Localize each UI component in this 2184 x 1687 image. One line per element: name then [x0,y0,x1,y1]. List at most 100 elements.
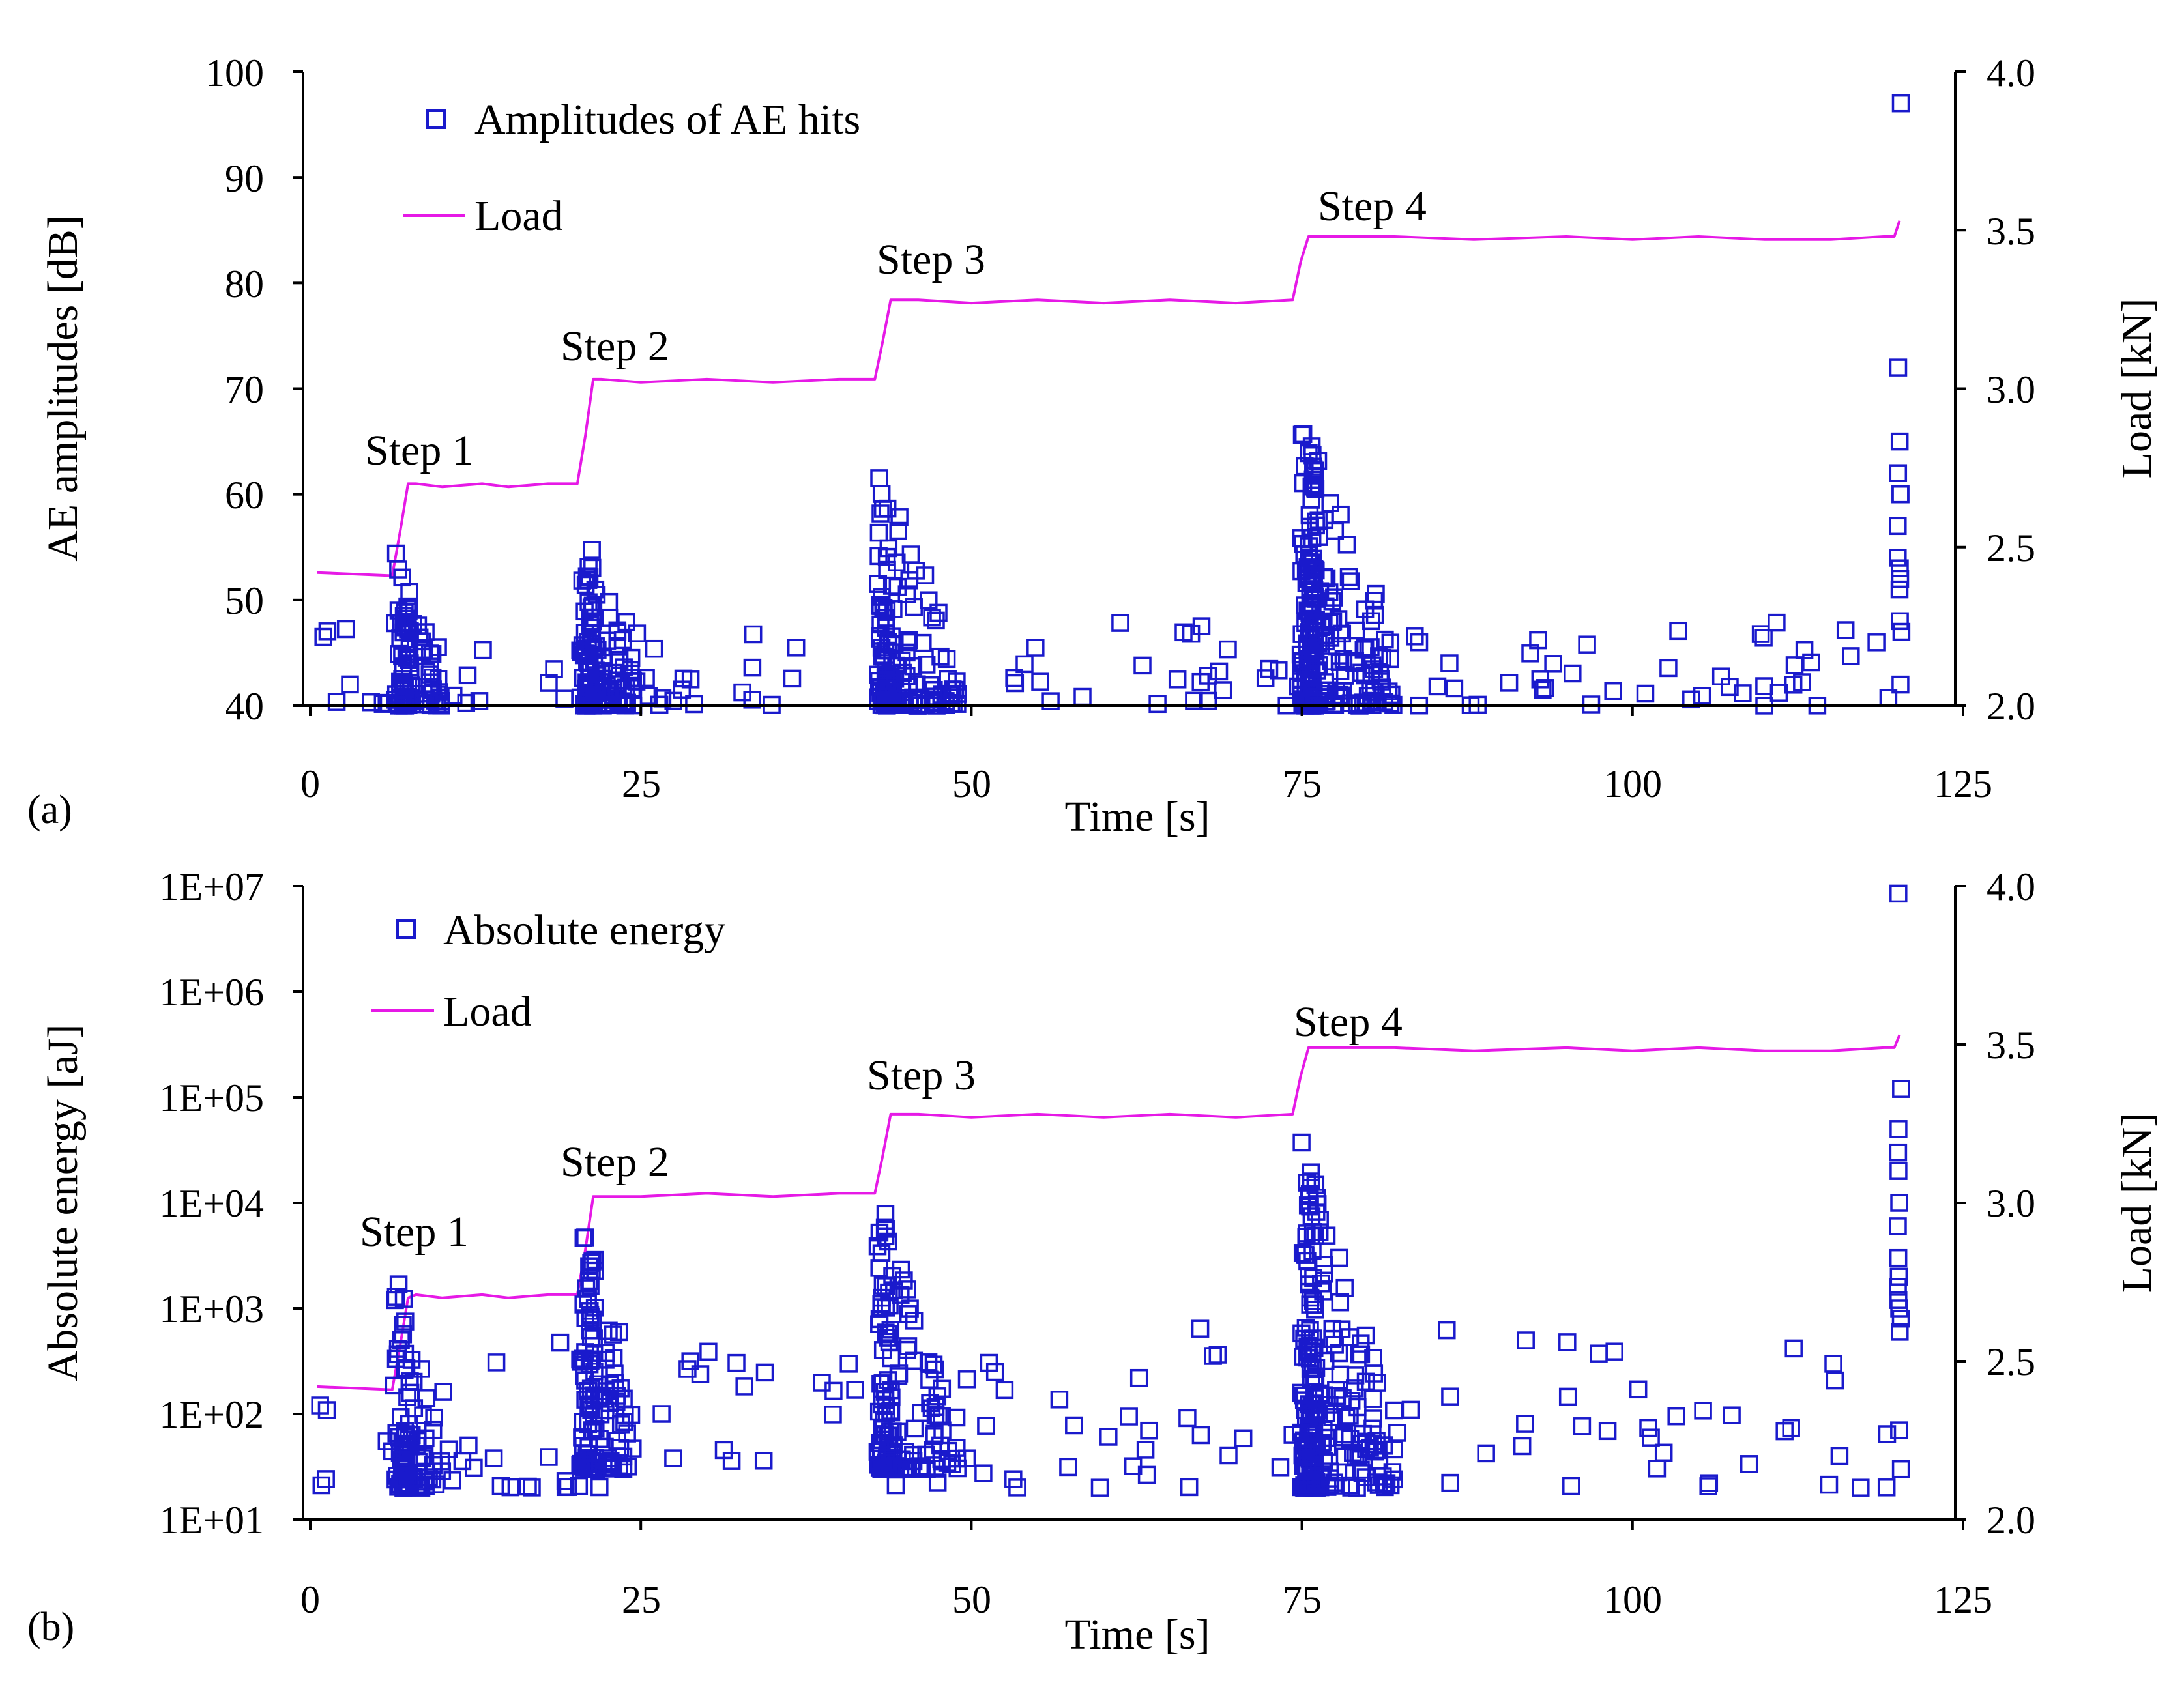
ae-hit-point [391,691,409,709]
ae-hit-point [1578,635,1596,654]
ae-hit-point [1889,884,1908,903]
ae-hit-point [839,1355,858,1373]
ae-hit-point [391,672,409,691]
ae-hit-point [879,1371,897,1389]
ae-hit-point [600,1458,619,1477]
ae-hit-point [1784,1339,1803,1358]
ae-hit-point [870,1310,889,1329]
y-tick-label: 1E+07 [160,865,265,908]
legend-label-load: Load [474,192,563,240]
ae-hit-point [1891,570,1910,588]
ae-hit-point [1364,1435,1383,1454]
ae-hit-point [1330,1248,1348,1267]
ae-hit-point [1877,1478,1896,1497]
ae-hit-point [312,1476,331,1495]
ae-hit-point [1129,1368,1148,1387]
ae-hit-point [459,1436,478,1455]
ae-hit-point [813,1374,831,1392]
step-2-label: Step 2 [561,1138,669,1186]
ae-hit-point [1296,1246,1315,1264]
legend-label-energy: Absolute energy [443,906,725,954]
ae-hit-point [587,671,605,689]
x-tick-label: 0 [300,1578,320,1621]
ae-hit-point [905,1312,924,1330]
ae-hit-point [1191,1319,1210,1338]
ae-hit-point [615,658,633,676]
ae-hit-point [1889,1278,1907,1296]
legend-label-load: Load [443,988,532,1035]
ae-hit-point [926,1398,945,1416]
ae-hit-point [1356,600,1375,618]
ae-hit-point [925,680,943,699]
ae-hit-point [501,1478,520,1497]
ae-hit-point [1428,677,1447,696]
ae-hit-point [1516,1415,1534,1433]
ae-hit-point [523,1478,541,1497]
y-tick-label: 80 [225,263,264,306]
ae-hit-point [881,1422,899,1441]
ae-hit-point [877,614,895,633]
ae-hit-point [1795,641,1814,659]
ae-hit-point [1889,1162,1908,1180]
ae-hit-point [1330,1344,1348,1363]
ae-hit-point [937,650,956,669]
ae-hit-point [386,544,405,563]
ae-hit-point [995,1381,1014,1400]
ae-hit-point [1889,358,1908,377]
ae-hit-point [912,1404,930,1422]
ae-hit-point [1381,650,1399,669]
ae-hit-point [1721,678,1739,697]
ae-hit-point [582,1400,600,1419]
ae-hit-point [674,669,693,688]
ae-hit-point [1785,656,1804,674]
ae-hit-point [401,654,419,672]
ae-hit-point [1889,1248,1908,1267]
ae-hit-point [1307,1189,1326,1207]
ae-hit-point [604,680,622,699]
ae-hit-point [1889,517,1907,536]
y2-tick-label: 3.0 [1987,368,2035,411]
ae-hit-point [931,647,950,666]
ae-hit-point [400,583,418,601]
ae-hit-point [957,1449,976,1467]
ae-hit-point [1477,1444,1495,1463]
y2-tick-label: 2.0 [1987,1499,2035,1542]
ae-hit-point [890,1364,909,1383]
y-tick-marks [293,885,303,1521]
ae-hit-point [1891,1460,1910,1478]
load-series-line [317,220,1901,577]
ae-hit-point [876,1425,894,1443]
ae-hit-point [1178,1409,1197,1428]
ae-hit-point [928,1473,947,1492]
ae-hit-point [869,523,888,542]
ae-hit-point [1564,664,1582,683]
ae-hit-point [1793,673,1811,691]
ae-hit-point [1891,559,1909,577]
ae-hit-point [1307,561,1325,580]
panel-label: (a) [27,788,72,832]
ae-hit-point [1111,614,1129,632]
step-annotations: Step 1 Step 2 Step 3 Step 4 [360,998,1403,1256]
ae-hit-point [586,580,605,599]
ae-hit-point [876,1205,895,1224]
x-tick-label: 125 [1934,1578,1992,1621]
ae-hit-point [1410,633,1429,652]
ae-hit-point [877,1323,895,1342]
ae-hit-point [1300,506,1319,525]
ae-hit-point [870,469,888,487]
ae-hit-point [980,1353,998,1372]
ae-hit-point [385,1376,403,1395]
ae-hit-point [1292,1133,1311,1152]
ae-energy-markers [311,884,1910,1497]
ae-hit-point [1050,1391,1069,1409]
ae-hit-point [899,1305,918,1323]
ae-hit-point [1331,1293,1350,1312]
ae-hit-point [1890,1421,1908,1439]
ae-hit-point [637,669,655,687]
y-tick-label: 1E+03 [160,1288,265,1331]
ae-hit-point [579,1455,598,1473]
ae-hit-point [397,1462,416,1480]
ae-hit-point [1682,690,1700,709]
ae-hit-markers [314,94,1911,715]
ae-hit-point [1256,669,1275,687]
